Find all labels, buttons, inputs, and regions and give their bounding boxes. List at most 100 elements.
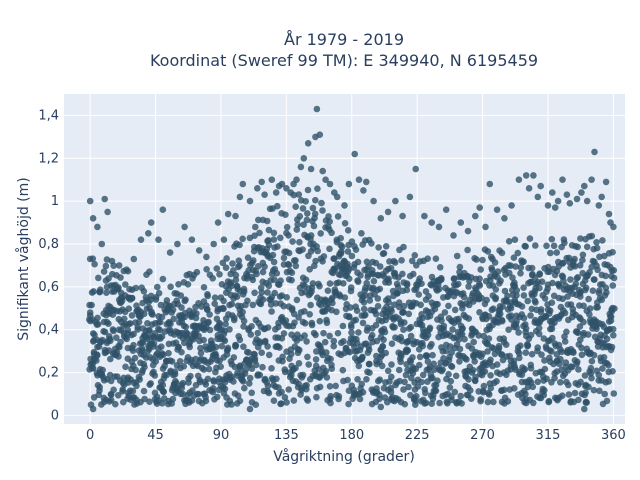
data-point <box>354 277 361 284</box>
data-point <box>128 312 136 319</box>
data-point <box>271 276 278 284</box>
data-point <box>416 361 423 369</box>
data-point <box>574 274 582 281</box>
data-point <box>241 384 248 392</box>
data-point <box>485 335 493 342</box>
data-point <box>525 185 533 192</box>
data-point <box>327 392 335 400</box>
data-point <box>344 260 351 268</box>
data-point <box>419 342 427 350</box>
data-point <box>393 280 401 288</box>
data-point <box>212 343 220 351</box>
data-point <box>246 374 254 382</box>
data-point <box>522 390 529 398</box>
data-point <box>455 336 463 343</box>
data-point <box>216 271 223 278</box>
data-point <box>146 268 153 276</box>
data-point <box>210 378 218 385</box>
data-point <box>314 185 321 192</box>
data-point <box>442 347 450 355</box>
data-point <box>493 361 501 368</box>
data-point <box>147 292 155 300</box>
data-point <box>565 254 573 262</box>
data-point <box>101 328 109 336</box>
data-point <box>480 332 488 340</box>
data-point <box>268 308 275 315</box>
data-point <box>327 399 334 407</box>
data-point <box>395 299 403 306</box>
data-point <box>366 369 373 377</box>
data-point <box>411 252 419 259</box>
data-point <box>365 360 373 368</box>
data-point <box>252 223 259 231</box>
data-point <box>129 347 137 355</box>
data-point <box>610 332 617 339</box>
data-point <box>594 304 601 311</box>
data-point <box>179 379 187 387</box>
data-point <box>588 232 596 240</box>
data-point <box>379 343 387 350</box>
data-point <box>294 221 302 228</box>
data-point <box>313 348 320 355</box>
data-point <box>580 302 587 310</box>
data-point <box>508 202 515 209</box>
data-point <box>524 342 531 350</box>
data-point <box>493 378 500 385</box>
data-point <box>515 176 523 183</box>
data-point <box>96 383 103 391</box>
data-point <box>506 352 513 360</box>
data-point <box>595 202 603 209</box>
data-point <box>537 182 544 190</box>
data-point <box>581 182 588 190</box>
data-point <box>254 263 262 270</box>
data-point <box>299 246 306 253</box>
data-point <box>558 348 565 356</box>
data-point <box>596 253 603 261</box>
data-point <box>278 400 285 407</box>
data-point <box>288 276 295 284</box>
data-point <box>316 383 324 391</box>
data-point <box>273 270 281 277</box>
data-point <box>403 280 411 287</box>
data-point <box>599 237 606 244</box>
data-point <box>246 197 254 205</box>
data-point <box>361 312 368 319</box>
data-point <box>363 376 370 383</box>
data-point <box>114 392 122 399</box>
data-point <box>605 378 612 385</box>
data-point <box>511 279 518 287</box>
data-point <box>304 210 311 217</box>
data-point <box>259 268 267 276</box>
data-point <box>206 311 213 318</box>
data-point <box>332 382 340 390</box>
data-point <box>501 215 508 222</box>
data-point <box>103 256 111 263</box>
data-point <box>575 366 582 373</box>
data-point <box>323 349 330 356</box>
data-point <box>524 297 531 305</box>
data-point <box>304 397 312 404</box>
data-point <box>251 232 258 239</box>
data-point <box>98 240 106 248</box>
data-point <box>200 284 208 291</box>
data-point <box>588 176 595 183</box>
data-point <box>314 247 322 255</box>
data-point <box>203 266 210 273</box>
data-point <box>335 393 343 400</box>
data-point <box>559 260 566 267</box>
data-point <box>157 318 164 326</box>
data-point <box>330 342 338 350</box>
data-point <box>416 275 424 282</box>
data-point <box>160 388 167 396</box>
data-point <box>484 398 492 406</box>
data-point <box>280 254 288 262</box>
data-point <box>561 338 569 345</box>
data-point <box>155 236 162 243</box>
data-point <box>158 333 166 340</box>
data-point <box>170 315 177 323</box>
data-point <box>195 247 203 254</box>
data-point <box>211 300 218 308</box>
data-point <box>475 332 482 339</box>
y-tick-label: 1,2 <box>38 151 59 166</box>
data-point <box>583 243 591 251</box>
